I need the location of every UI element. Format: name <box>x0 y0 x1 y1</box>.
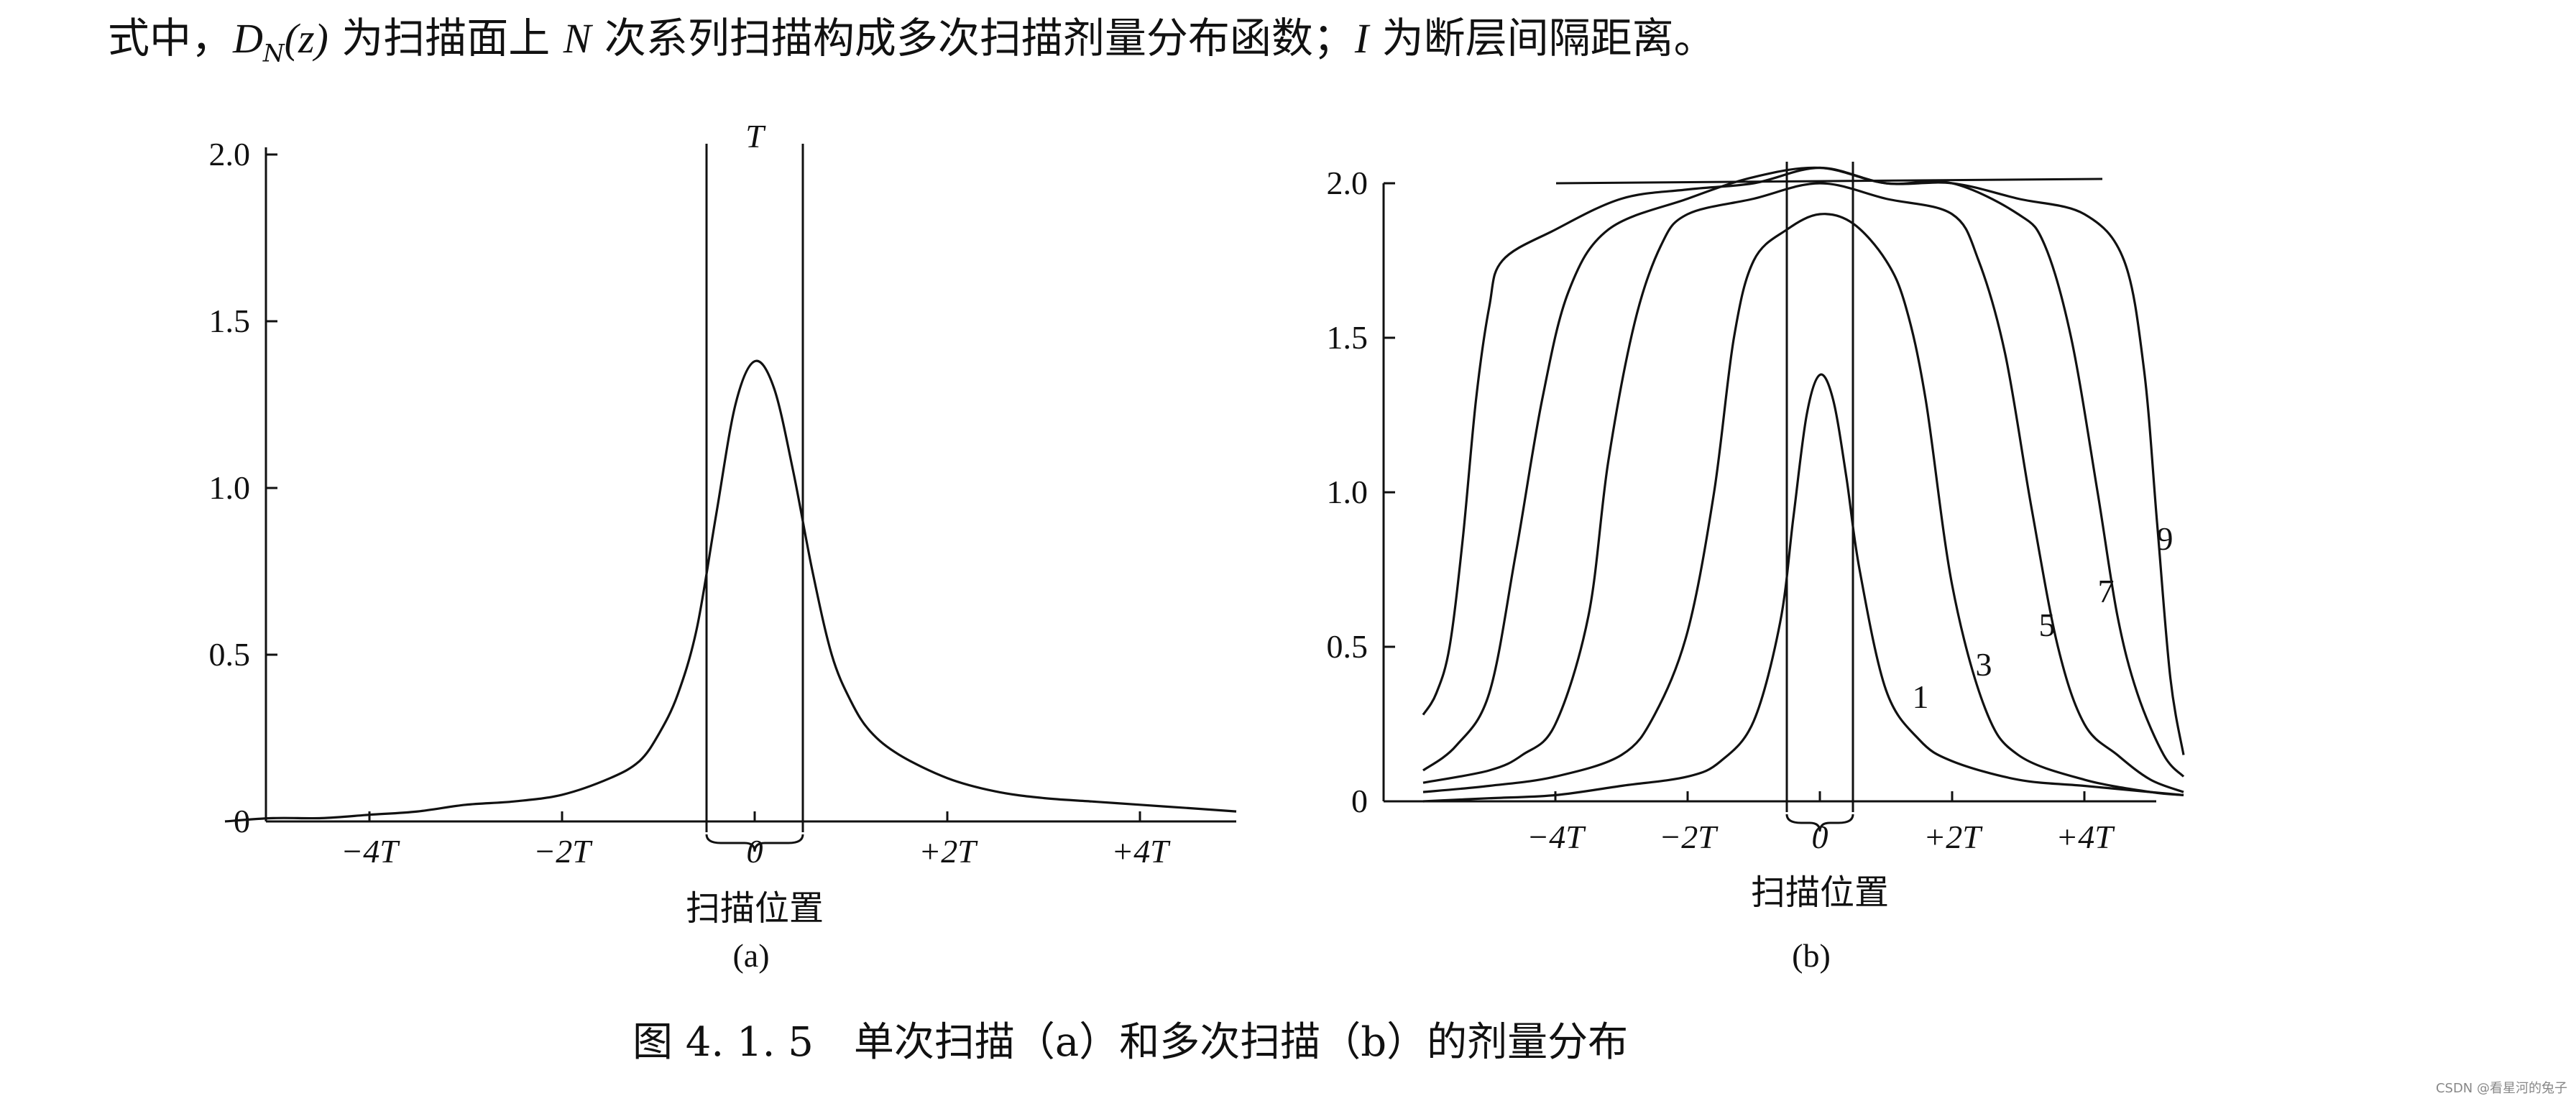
intro-prefix: 式中， <box>108 14 234 63</box>
slice-brace <box>705 834 804 852</box>
symbol-d: D <box>233 15 263 62</box>
series-label: 3 <box>1976 646 1992 683</box>
y-tick-label: 0.5 <box>209 636 251 673</box>
symbol-d-subscript: N <box>262 39 285 68</box>
series-line <box>1422 373 2184 803</box>
panel-label: (a) <box>732 937 769 974</box>
series-line <box>1422 166 2185 755</box>
x-tick-label: −2T <box>533 833 593 870</box>
panel-label: (b) <box>1792 937 1831 974</box>
y-tick-label: 1.0 <box>1327 474 1368 510</box>
x-tick-label: 0 <box>1812 819 1828 855</box>
y-tick-label: 2.0 <box>1327 165 1368 201</box>
reference-level-line <box>1555 178 2103 185</box>
x-tick-label: +2T <box>919 833 978 870</box>
symbol-i: I <box>1354 15 1369 62</box>
figure-caption: 图 4. 1. 5 单次扫描（a）和多次扫描（b）的剂量分布 <box>632 1019 1629 1066</box>
slice-width-label: T <box>745 118 766 155</box>
series-line <box>1422 213 2184 796</box>
series-label: 7 <box>2098 573 2115 609</box>
y-tick-label: 0 <box>1351 783 1368 819</box>
symbol-n: N <box>563 15 592 62</box>
intro-text-3: 为断层间隔距离。 <box>1368 14 1716 63</box>
series-label: 1 <box>1913 678 1929 715</box>
slice-brace <box>1785 814 1854 832</box>
series-line <box>1422 182 2184 793</box>
intro-text-2: 次系列扫描构成多次扫描剂量分布函数； <box>591 14 1355 63</box>
y-tick-label: 0.5 <box>1327 628 1368 665</box>
x-tick-label: +4T <box>1111 833 1171 870</box>
x-axis-label: 扫描位置 <box>686 888 824 929</box>
y-tick-label: 1.5 <box>1327 319 1368 356</box>
x-axis-label: 扫描位置 <box>1751 872 1889 913</box>
x-tick-label: −2T <box>1659 819 1719 855</box>
x-tick-label: +4T <box>2056 819 2115 855</box>
series-line <box>224 359 1237 823</box>
intro-text-1: 为扫描面上 <box>328 14 564 63</box>
series-label: 9 <box>2157 520 2174 557</box>
panel-b-multi-scan-chart: 0 0.5 1.0 1.5 2.0 −4T −2T 0 +2T +4T 1 3 5 7 9 扫描位置 (b) <box>1327 162 2185 974</box>
symbol-d-argument: (z) <box>284 15 328 62</box>
x-tick-label: −4T <box>341 833 400 870</box>
watermark: CSDN @看星河的兔子 <box>2435 1081 2567 1096</box>
y-tick-label: 1.5 <box>209 303 251 339</box>
series-label: 5 <box>2039 607 2056 643</box>
y-tick-label: 2.0 <box>209 136 251 172</box>
x-tick-label: +2T <box>1923 819 1983 855</box>
x-tick-label: −4T <box>1527 819 1586 855</box>
intro-text: 式中，DN(z) 为扫描面上 N 次系列扫描构成多次扫描剂量分布函数；I 为断层… <box>108 6 1716 86</box>
y-tick-label: 1.0 <box>209 469 251 506</box>
